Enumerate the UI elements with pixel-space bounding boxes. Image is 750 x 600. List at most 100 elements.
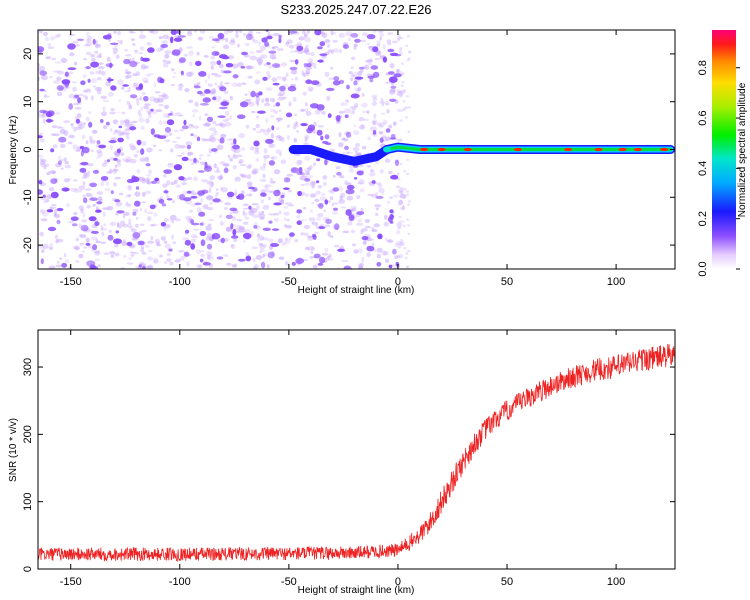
- noise-speckle: [236, 219, 243, 222]
- noise-speckle: [181, 152, 185, 155]
- noise-speckle: [45, 36, 49, 42]
- noise-speckle: [407, 249, 411, 253]
- noise-blob: [40, 258, 44, 265]
- noise-speckle: [305, 52, 312, 56]
- noise-speckle: [85, 89, 92, 94]
- noise-blob: [211, 232, 221, 240]
- noise-speckle: [115, 162, 122, 168]
- noise-speckle: [335, 166, 341, 170]
- noise-speckle: [205, 225, 212, 231]
- noise-speckle: [310, 62, 317, 67]
- noise-speckle: [218, 175, 223, 181]
- noise-speckle: [240, 190, 245, 195]
- noise-speckle: [340, 102, 346, 107]
- noise-speckle: [193, 125, 199, 129]
- noise-blob: [232, 228, 237, 236]
- noise-speckle: [188, 50, 194, 56]
- noise-speckle: [90, 149, 95, 152]
- noise-speckle: [313, 66, 317, 69]
- noise-speckle: [214, 74, 222, 78]
- noise-speckle: [72, 246, 77, 249]
- noise-speckle: [60, 57, 68, 64]
- noise-blob: [206, 243, 213, 250]
- noise-speckle: [398, 189, 404, 193]
- noise-speckle: [141, 251, 146, 254]
- noise-speckle: [127, 194, 132, 197]
- noise-speckle: [128, 102, 131, 106]
- noise-speckle: [187, 31, 193, 37]
- noise-blob: [305, 79, 313, 84]
- noise-blob: [275, 102, 281, 107]
- noise-blob: [216, 256, 224, 260]
- noise-speckle: [327, 49, 332, 53]
- noise-speckle: [190, 234, 198, 238]
- noise-speckle: [114, 176, 121, 180]
- noise-speckle: [73, 61, 78, 66]
- noise-speckle: [296, 215, 301, 219]
- noise-speckle: [124, 195, 132, 198]
- noise-blob: [367, 75, 376, 79]
- noise-speckle: [186, 177, 193, 180]
- noise-speckle: [381, 135, 387, 139]
- noise-speckle: [138, 34, 146, 40]
- noise-speckle: [54, 209, 57, 215]
- noise-blob: [279, 85, 286, 92]
- noise-speckle: [396, 71, 400, 74]
- noise-speckle: [75, 149, 81, 152]
- noise-speckle: [307, 166, 312, 171]
- noise-speckle: [338, 48, 342, 54]
- noise-blob: [100, 119, 104, 123]
- noise-blob: [325, 142, 332, 146]
- noise-speckle: [379, 169, 384, 174]
- noise-speckle: [362, 110, 369, 114]
- noise-speckle: [389, 62, 395, 69]
- noise-blob: [106, 121, 110, 126]
- noise-speckle: [200, 198, 204, 203]
- noise-speckle: [110, 145, 113, 151]
- noise-speckle: [128, 104, 133, 110]
- noise-speckle: [86, 38, 92, 43]
- noise-speckle: [178, 84, 184, 88]
- noise-blob: [50, 148, 55, 153]
- noise-speckle: [242, 221, 249, 225]
- noise-speckle: [357, 218, 363, 223]
- noise-speckle: [333, 48, 339, 53]
- noise-speckle: [175, 112, 181, 115]
- noise-blob: [233, 138, 237, 145]
- noise-speckle: [210, 55, 216, 60]
- noise-speckle: [193, 134, 198, 138]
- spectrogram-plot-area: [38, 30, 675, 269]
- noise-speckle: [384, 136, 392, 141]
- noise-speckle: [263, 154, 270, 159]
- noise-speckle: [225, 110, 230, 116]
- noise-speckle: [408, 106, 411, 109]
- noise-blob: [253, 140, 260, 147]
- noise-blob: [105, 63, 114, 68]
- noise-blob: [141, 57, 150, 62]
- noise-speckle: [45, 163, 50, 167]
- noise-blob: [372, 130, 377, 135]
- noise-blob: [345, 189, 355, 195]
- noise-speckle: [252, 39, 259, 44]
- noise-speckle: [371, 170, 376, 173]
- noise-speckle: [301, 30, 306, 35]
- noise-speckle: [147, 256, 153, 261]
- noise-blob: [278, 34, 282, 39]
- noise-speckle: [133, 49, 139, 52]
- noise-speckle: [192, 236, 199, 239]
- noise-speckle: [280, 62, 287, 67]
- noise-speckle: [283, 206, 289, 209]
- noise-speckle: [271, 77, 278, 82]
- noise-speckle: [103, 252, 110, 255]
- noise-blob: [288, 30, 298, 34]
- noise-speckle: [382, 44, 386, 50]
- noise-speckle: [287, 202, 292, 205]
- noise-speckle: [216, 144, 224, 150]
- noise-blob: [196, 136, 201, 142]
- noise-speckle: [314, 110, 322, 113]
- noise-speckle: [55, 238, 59, 244]
- noise-speckle: [360, 39, 366, 43]
- noise-speckle: [166, 180, 171, 186]
- noise-speckle: [188, 217, 192, 221]
- noise-speckle: [40, 218, 48, 222]
